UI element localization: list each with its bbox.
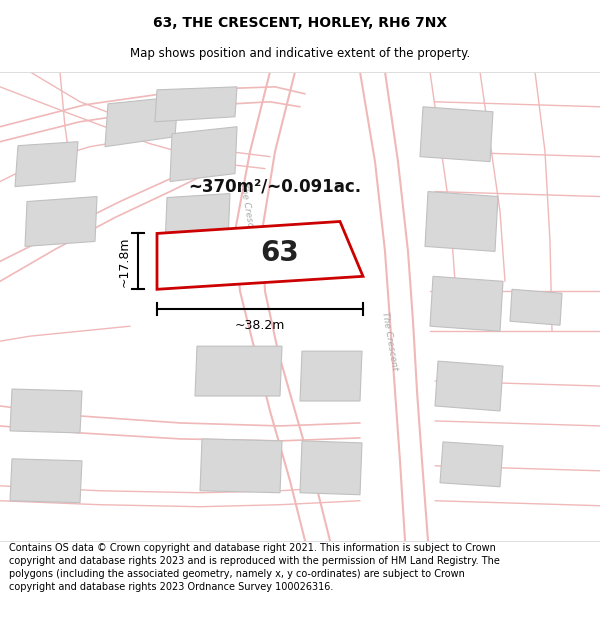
Polygon shape (300, 441, 362, 495)
Polygon shape (157, 221, 363, 289)
Text: 63, THE CRESCENT, HORLEY, RH6 7NX: 63, THE CRESCENT, HORLEY, RH6 7NX (153, 16, 447, 30)
Polygon shape (430, 276, 503, 331)
Text: ~370m²/~0.091ac.: ~370m²/~0.091ac. (188, 177, 362, 196)
Text: ~17.8m: ~17.8m (118, 236, 131, 287)
Polygon shape (425, 191, 498, 251)
Polygon shape (105, 97, 178, 147)
Text: Map shows position and indicative extent of the property.: Map shows position and indicative extent… (130, 48, 470, 61)
Polygon shape (10, 459, 82, 503)
Text: ~38.2m: ~38.2m (235, 319, 285, 332)
Polygon shape (510, 289, 562, 325)
Polygon shape (440, 442, 503, 487)
Polygon shape (420, 107, 493, 162)
Polygon shape (25, 196, 97, 246)
Text: The Crescent: The Crescent (380, 311, 400, 371)
Polygon shape (155, 87, 237, 122)
Polygon shape (195, 346, 282, 396)
Polygon shape (170, 127, 237, 182)
Polygon shape (15, 142, 78, 187)
Polygon shape (10, 389, 82, 433)
Polygon shape (200, 439, 282, 493)
Polygon shape (435, 361, 503, 411)
Text: The Crescent: The Crescent (238, 181, 257, 242)
Text: Contains OS data © Crown copyright and database right 2021. This information is : Contains OS data © Crown copyright and d… (9, 543, 500, 592)
Text: 63: 63 (260, 239, 299, 267)
Polygon shape (165, 194, 230, 246)
Polygon shape (300, 351, 362, 401)
